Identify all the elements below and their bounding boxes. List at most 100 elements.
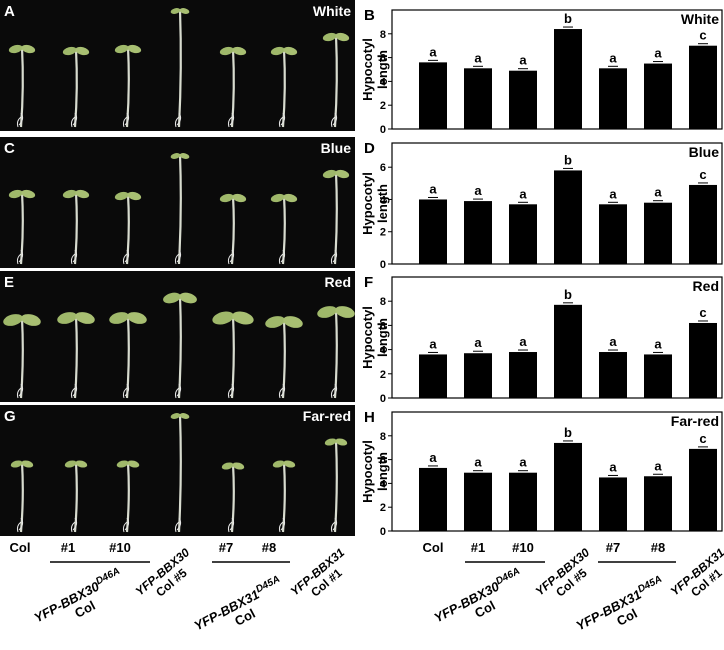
significance-letter: a	[519, 455, 527, 470]
seedling-stem	[73, 315, 78, 399]
line-label: YFP-BBX31Col #1	[668, 545, 724, 609]
seedling-stem	[73, 191, 78, 265]
panel-letter: B	[364, 7, 375, 24]
cotyledon	[335, 306, 355, 318]
mutation: D46A	[494, 566, 522, 588]
seedling-stem	[333, 439, 338, 533]
bar	[464, 472, 492, 531]
bar	[419, 467, 447, 531]
y-tick-label: 8	[380, 296, 386, 308]
seedling-stem	[19, 46, 24, 128]
seedling-root	[70, 249, 78, 265]
photo-condition: Far-red	[303, 408, 351, 424]
significance-letter: a	[609, 50, 617, 65]
seedling-stem	[125, 315, 130, 399]
significance-letter: a	[429, 181, 437, 196]
photo	[0, 0, 355, 131]
significance-letter: a	[609, 334, 617, 349]
y-tick-label: 6	[380, 320, 386, 332]
bar	[419, 354, 447, 398]
chart-title: Blue	[689, 144, 720, 160]
cotyledon	[114, 44, 129, 54]
cotyledon	[170, 8, 181, 14]
group-label: YFP-BBX31D45ACol	[191, 574, 291, 645]
seedling-root	[330, 383, 338, 399]
cotyledon	[212, 311, 234, 325]
y-tick-label: 0	[380, 393, 386, 405]
seedling-root	[122, 112, 130, 128]
significance-letter: a	[429, 44, 437, 59]
significance-letter: b	[564, 11, 572, 26]
seedling-root	[174, 517, 182, 533]
cotyledon	[3, 314, 23, 326]
seedling-root	[16, 517, 24, 533]
seedling-root	[330, 112, 338, 128]
cotyledon	[219, 193, 234, 203]
cotyledon	[317, 306, 337, 318]
x-tick-label: #1	[471, 540, 485, 555]
bar	[644, 476, 672, 531]
x-tick-label: #10	[512, 540, 534, 555]
seedling-root	[278, 112, 286, 128]
x-tick-label: Col	[423, 540, 444, 555]
cotyledon	[179, 8, 190, 14]
cotyledon	[62, 46, 77, 56]
y-axis-label: Hypocotyllength	[360, 172, 390, 235]
seedling-root	[330, 249, 338, 265]
seedling-root	[278, 249, 286, 265]
bar	[509, 204, 537, 264]
cotyledon	[21, 460, 34, 468]
chart-title: Red	[693, 278, 719, 294]
y-tick-label: 0	[380, 124, 386, 136]
photo-condition: Red	[325, 274, 351, 290]
seedling-stem	[230, 315, 235, 399]
seedling-stem	[281, 48, 286, 128]
photo-condition: Blue	[321, 140, 352, 156]
cotyledon	[163, 292, 181, 304]
bar	[599, 352, 627, 398]
cotyledon	[179, 413, 190, 419]
plot-frame	[391, 142, 723, 265]
cotyledon	[170, 153, 181, 159]
seedling-root	[70, 517, 78, 533]
x-tick-label: Col	[10, 540, 31, 555]
cotyledon	[270, 46, 285, 56]
seedling-root	[70, 112, 78, 128]
significance-letter: a	[609, 459, 617, 474]
bar	[464, 201, 492, 264]
mutation: D45A	[254, 574, 282, 596]
bar	[554, 304, 582, 398]
cotyledon	[21, 314, 41, 326]
panel-letter: D	[364, 140, 375, 157]
significance-letter: a	[519, 186, 527, 201]
y-tick-label: 2	[380, 100, 386, 112]
seedling-stem	[19, 461, 24, 533]
group-label: YFP-BBX31D45ACol	[573, 574, 673, 645]
seedling-stem	[230, 48, 235, 128]
seedling-stem	[177, 295, 182, 399]
cotyledon	[116, 460, 129, 468]
y-axis-label: Hypocotyllength	[360, 38, 390, 101]
cotyledon	[232, 462, 245, 470]
seedling-stem	[333, 34, 338, 128]
group-label: YFP-BBX30D46ACol	[431, 566, 531, 639]
seedling-stem	[281, 319, 286, 399]
significance-letter: a	[474, 183, 482, 198]
cotyledon	[283, 460, 296, 468]
y-axis-label-line: Hypocotyl	[360, 172, 375, 235]
y-tick-label: 0	[380, 259, 386, 271]
significance-letter: c	[699, 431, 706, 446]
y-axis-label: Hypocotyllength	[360, 440, 390, 503]
y-tick-label: 2	[380, 227, 386, 239]
x-tick-label: #8	[651, 540, 665, 555]
cotyledon	[283, 316, 303, 328]
significance-letter: b	[564, 152, 572, 167]
y-axis-label: Hypocotyllength	[360, 306, 390, 369]
significance-letter: a	[519, 334, 527, 349]
y-axis-label-line: length	[375, 184, 390, 223]
y-axis-label-line: length	[375, 50, 390, 89]
significance-letter: b	[564, 425, 572, 440]
significance-letter: a	[654, 185, 662, 200]
x-tick-label: #7	[606, 540, 620, 555]
bar	[599, 204, 627, 264]
